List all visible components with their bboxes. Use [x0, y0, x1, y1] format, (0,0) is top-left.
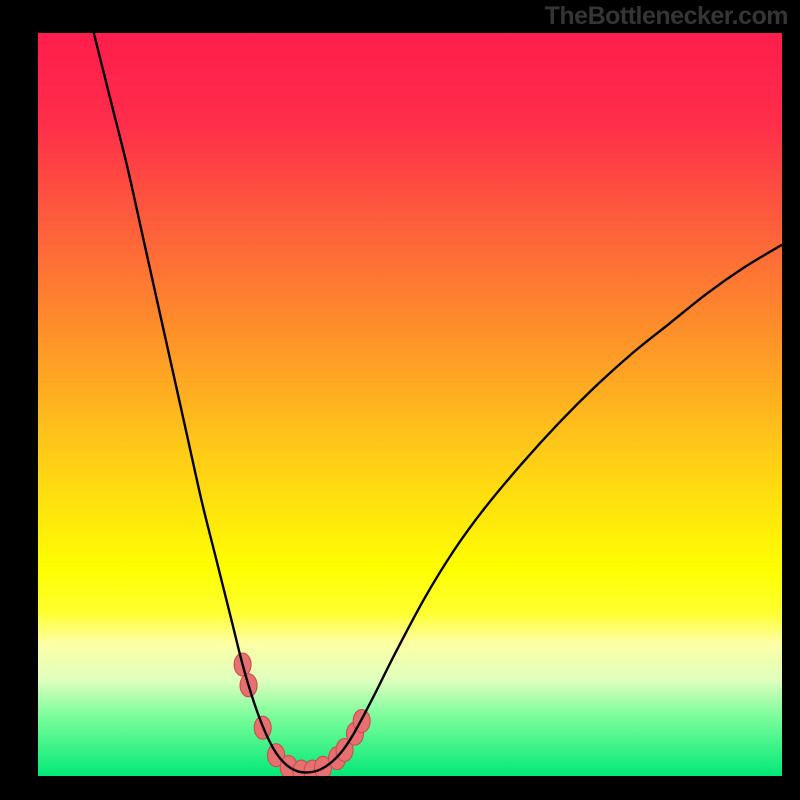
watermark-text: TheBottlenecker.com [545, 2, 788, 31]
chart-frame: TheBottlenecker.com [0, 0, 800, 800]
bottleneck-chart [38, 33, 782, 776]
gradient-background [38, 33, 782, 776]
